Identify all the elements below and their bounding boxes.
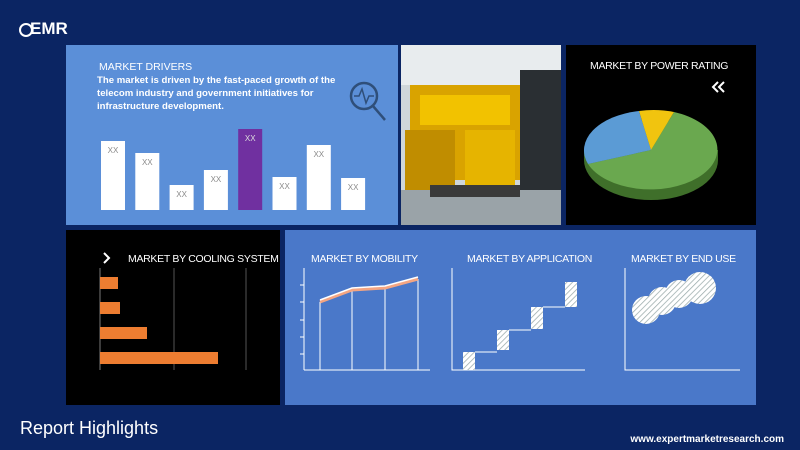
segments-panel xyxy=(285,230,756,405)
mobility-title: MARKET BY MOBILITY xyxy=(311,253,418,265)
logo: EMR xyxy=(19,19,68,38)
arrow-icon xyxy=(711,81,725,93)
logo-text: EMR xyxy=(30,19,68,38)
bar-label: XX xyxy=(245,134,256,143)
bar-label: XX xyxy=(211,175,222,184)
bar-label: XX xyxy=(108,146,119,155)
illustration-bar xyxy=(135,153,160,210)
end-use-illustration xyxy=(624,268,740,371)
arrow-icon xyxy=(103,252,111,264)
application-title: MARKET BY APPLICATION xyxy=(467,253,592,265)
magnifier-icon xyxy=(349,81,386,121)
illustration-bar xyxy=(169,185,194,210)
application-illustration xyxy=(451,268,585,371)
bar-label: XX xyxy=(176,190,187,199)
cooling-title: MARKET BY COOLING SYSTEM xyxy=(128,253,279,265)
bar-label: XX xyxy=(313,150,324,159)
drivers-text-box: The market is driven by the fast-paced g… xyxy=(97,75,336,112)
bar-label: XX xyxy=(279,182,290,191)
illustration-bar xyxy=(272,177,297,210)
drivers-text: The market is driven by the fast-paced g… xyxy=(97,75,336,112)
mobility-illustration xyxy=(300,268,430,371)
illustration-bar xyxy=(306,145,331,210)
power-rating-title: MARKET BY POWER RATING xyxy=(590,60,728,72)
illustration-bar xyxy=(101,141,125,210)
bar-label: XX xyxy=(142,158,153,167)
footer-title: Report Highlights xyxy=(20,418,158,438)
cooling-illustration xyxy=(99,268,247,370)
drivers-title: MARKET DRIVERS xyxy=(99,61,192,73)
cooling-panel xyxy=(66,230,280,405)
pie-illustration xyxy=(583,110,718,200)
illustration-bar xyxy=(341,178,366,210)
footer-url: www.expertmarketresearch.com xyxy=(629,434,784,445)
end-use-title: MARKET BY END USE xyxy=(631,253,736,265)
generator-photo xyxy=(401,45,561,225)
bar-label: XX xyxy=(348,183,359,192)
illustration-bar xyxy=(238,129,263,210)
illustration-bar xyxy=(203,170,228,210)
